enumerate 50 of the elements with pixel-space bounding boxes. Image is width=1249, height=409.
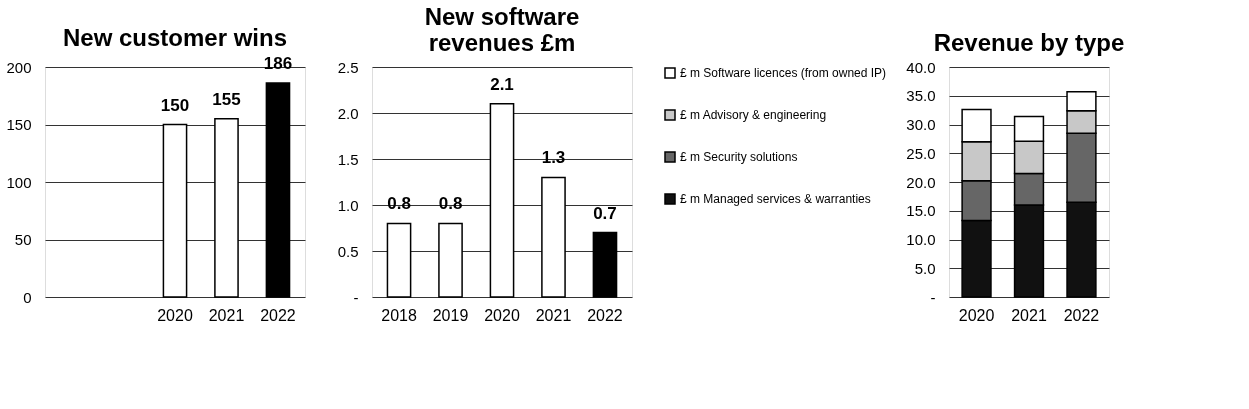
chart-title: Revenue by type	[933, 29, 1125, 56]
data-label: 155	[212, 89, 241, 109]
y-tick-label: 20.0	[906, 173, 936, 191]
x-tick-label: 2022	[260, 306, 296, 324]
bar	[541, 176, 566, 298]
y-tick-label: 50	[14, 231, 32, 248]
x-tick-label: 2021	[208, 306, 245, 324]
y-tick-label: -	[930, 288, 936, 306]
y-tick-label: 1.5	[337, 150, 359, 168]
data-label: 2.1	[490, 74, 514, 94]
x-tick-label: 2021	[1011, 306, 1047, 324]
y-tick-label: 1.0	[337, 196, 359, 214]
x-tick-label: 2018	[381, 306, 417, 324]
data-label: 150	[160, 95, 190, 115]
bar	[265, 82, 291, 298]
y-tick-label: 35.0	[906, 87, 936, 105]
x-tick-label: 2020	[157, 306, 193, 324]
y-tick-label: 40.0	[906, 58, 936, 76]
x-tick-label: 2022	[1063, 306, 1100, 324]
y-tick-label: 25.0	[906, 144, 936, 162]
x-tick-label: 2022	[587, 306, 623, 324]
legend-label: £ m Software licences (from owned IP)	[680, 66, 887, 80]
data-label: 0.7	[593, 203, 617, 223]
y-tick-label: 100	[6, 173, 32, 191]
bar	[214, 118, 239, 298]
y-tick-label: 200	[6, 58, 32, 76]
legend-label: £ m Security solutions	[680, 150, 798, 164]
legend-label: £ m Advisory & engineering	[680, 108, 827, 122]
chart-title: New customer wins	[62, 24, 288, 52]
bar	[489, 103, 515, 298]
y-tick-label: 30.0	[906, 116, 936, 133]
y-tick-label: 10.0	[906, 231, 936, 248]
x-tick-label: 2019	[432, 306, 469, 324]
y-tick-label: 0.5	[337, 242, 359, 260]
y-tick-label: 2.0	[337, 104, 359, 122]
y-tick-label: 150	[6, 116, 32, 133]
x-tick-label: 2021	[535, 306, 572, 324]
y-tick-label: -	[353, 288, 359, 306]
y-tick-label: 2.5	[337, 58, 359, 76]
y-tick-label: 15.0	[906, 202, 936, 220]
bar	[162, 123, 188, 298]
bar	[386, 222, 412, 298]
x-tick-label: 2020	[958, 306, 995, 324]
y-tick-label: 5.0	[914, 259, 936, 277]
legend-label: £ m Managed services & warranties	[680, 192, 871, 206]
chart-title: New software revenues £m	[424, 3, 580, 56]
bar	[438, 222, 463, 298]
x-tick-label: 2020	[484, 306, 520, 324]
bar	[592, 231, 618, 298]
y-tick-label: 0	[23, 288, 32, 306]
